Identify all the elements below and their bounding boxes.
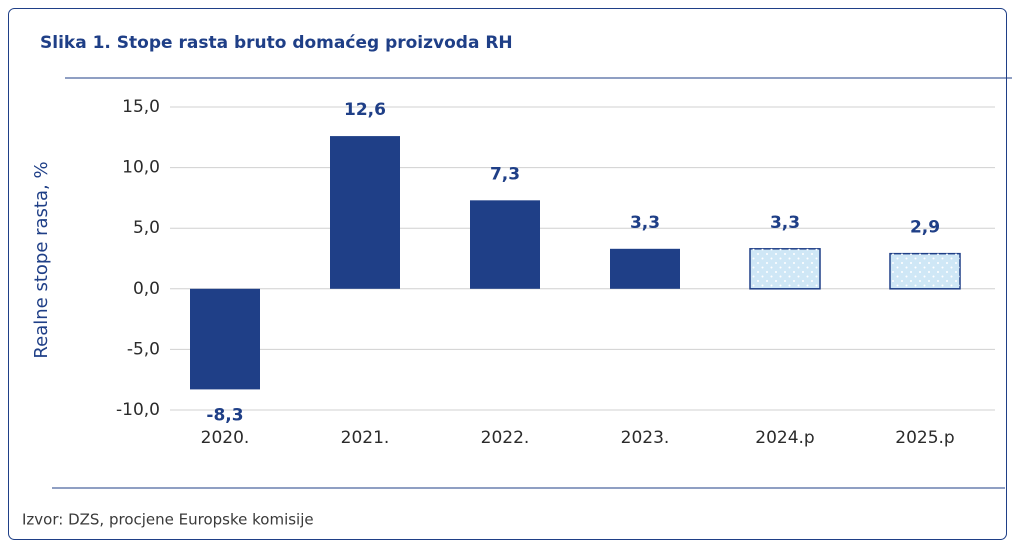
- y-tick-label: -5,0: [127, 339, 160, 359]
- value-label: 3,3: [770, 213, 800, 233]
- bar-dots: [890, 253, 960, 289]
- y-tick-label: 10,0: [122, 158, 160, 178]
- value-label: 7,3: [490, 164, 520, 184]
- value-label: 2,9: [910, 218, 940, 238]
- x-tick-label: 2024.p: [755, 428, 814, 448]
- y-tick-label: 0,0: [133, 279, 160, 299]
- x-tick-label: 2025.p: [895, 428, 954, 448]
- y-tick-label: 5,0: [133, 218, 160, 238]
- x-tick-label: 2020.: [201, 428, 250, 448]
- bar: [330, 136, 400, 289]
- bar-dots: [750, 248, 820, 289]
- frame: [8, 8, 1007, 540]
- value-label: 3,3: [630, 213, 660, 233]
- y-axis-title: Realne stope rasta, %: [31, 161, 52, 358]
- bar: [610, 248, 680, 289]
- value-label: 12,6: [344, 100, 386, 120]
- y-tick-label: -10,0: [116, 400, 160, 420]
- x-tick-label: 2022.: [481, 428, 530, 448]
- source: Izvor: DZS, procjene Europske komisije: [22, 511, 314, 529]
- bar: [190, 288, 260, 390]
- y-tick-label: 15,0: [122, 97, 160, 117]
- x-tick-label: 2021.: [341, 428, 390, 448]
- grid: -10,0 -5,0 0,0 5,0 10,0 15,0: [116, 97, 995, 420]
- bar: [470, 200, 540, 289]
- x-tick-label: 2023.: [621, 428, 670, 448]
- value-label: -8,3: [206, 405, 243, 425]
- labels: 2020. -8,3 2021. 12,6 2022. 7,3 2023. 3,3 2024.p…: [201, 100, 955, 448]
- bars: [190, 136, 961, 390]
- chart-title: Slika 1. Stope rasta bruto domaćeg proiz…: [40, 33, 513, 53]
